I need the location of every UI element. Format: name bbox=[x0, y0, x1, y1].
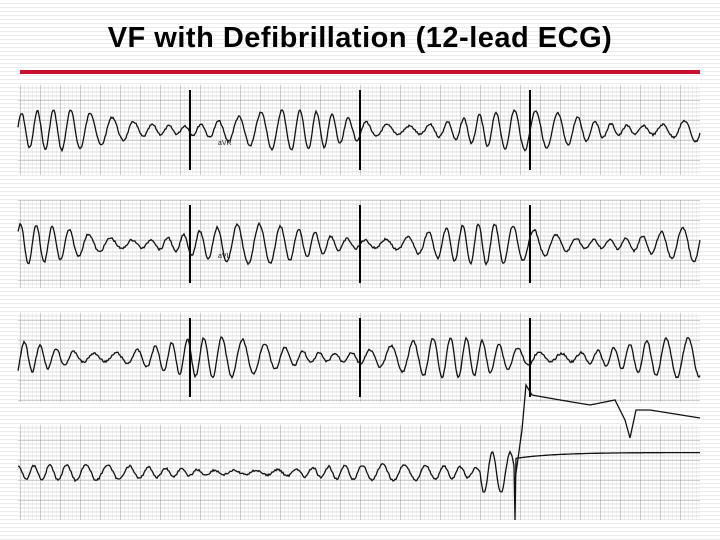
title-rule bbox=[20, 70, 700, 74]
lead-label: aVL bbox=[218, 253, 231, 260]
slide-title: VF with Defibrillation (12-lead ECG) bbox=[107, 22, 613, 54]
shock-trace bbox=[514, 382, 701, 481]
lead-label: aVR bbox=[218, 140, 232, 147]
ecg-trace bbox=[17, 221, 701, 267]
ecg-trace bbox=[17, 336, 701, 379]
ecg-trace bbox=[17, 108, 701, 153]
ecg-trace bbox=[17, 450, 700, 521]
ecg-grid bbox=[18, 425, 700, 520]
